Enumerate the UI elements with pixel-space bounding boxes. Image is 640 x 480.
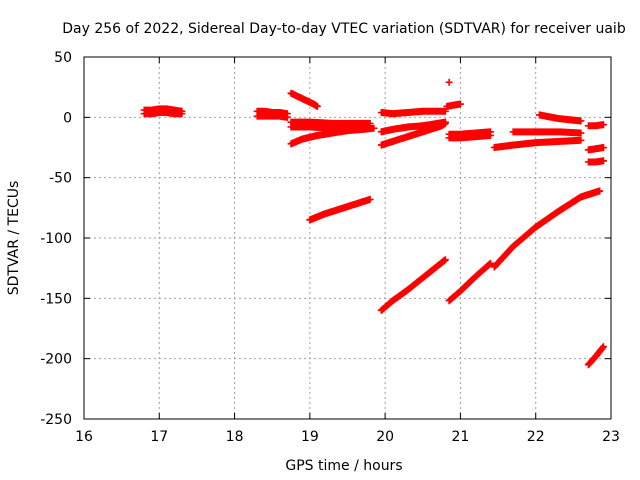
y-tick-label: -50 xyxy=(49,171,72,187)
x-axis-label: GPS time / hours xyxy=(285,458,402,474)
axis-ticks: 16 17 18 19 20 21 22 23 50 0 -50 -100 -150 -200 -250 xyxy=(40,50,620,445)
data-point-markers xyxy=(377,119,449,149)
data-point-markers xyxy=(443,100,464,110)
series-s12 xyxy=(377,119,449,149)
chart-title: Day 256 of 2022, Sidereal Day-to-day VTE… xyxy=(62,21,626,37)
data-point-markers xyxy=(584,343,607,369)
data-point-markers xyxy=(377,107,449,118)
y-tick-label: -250 xyxy=(40,412,72,428)
series-s24 xyxy=(584,144,607,154)
x-tick-label: 22 xyxy=(527,429,545,445)
series-s17 xyxy=(445,131,495,142)
x-tick-label: 19 xyxy=(301,429,319,445)
x-tick-label: 21 xyxy=(452,429,470,445)
series-s26 xyxy=(584,343,607,369)
x-tick-label: 18 xyxy=(226,429,244,445)
y-axis-label: SDTVAR / TECUs xyxy=(6,181,22,296)
series-s6 xyxy=(287,118,374,127)
series-s21 xyxy=(490,187,604,271)
series-s8 xyxy=(287,124,378,148)
data-point-markers xyxy=(490,187,604,271)
y-tick-label: -150 xyxy=(40,291,72,307)
data-point-markers xyxy=(140,109,186,118)
series-s23 xyxy=(584,121,607,130)
data-point-markers xyxy=(584,121,607,130)
data-point-markers xyxy=(445,78,453,86)
series-s15 xyxy=(445,78,453,86)
x-tick-label: 20 xyxy=(376,429,394,445)
series-s5 xyxy=(287,89,321,110)
data-point-markers xyxy=(445,259,495,305)
data-point-markers xyxy=(490,136,585,151)
data-point-markers xyxy=(445,128,495,138)
series-s22 xyxy=(535,111,585,125)
x-tick-label: 17 xyxy=(150,429,168,445)
data-point-markers xyxy=(287,118,374,127)
data-point-markers xyxy=(253,112,291,121)
data-point-markers xyxy=(377,256,449,314)
y-tick-label: -100 xyxy=(40,231,72,247)
series-s9 xyxy=(306,195,374,224)
series-s14 xyxy=(443,100,464,110)
data-point-markers xyxy=(509,128,585,137)
series-s18 xyxy=(445,259,495,305)
data-layer xyxy=(140,78,607,369)
series-s13 xyxy=(377,256,449,314)
grid xyxy=(84,57,611,419)
data-point-markers xyxy=(584,144,607,154)
series-s16 xyxy=(445,128,495,138)
data-point-markers xyxy=(535,111,585,125)
series-s19 xyxy=(490,136,585,151)
series-s10 xyxy=(377,107,449,118)
series-s25 xyxy=(584,157,607,166)
series-s2 xyxy=(140,109,186,118)
x-tick-label: 23 xyxy=(602,429,620,445)
series-s20 xyxy=(509,128,585,137)
y-tick-label: 0 xyxy=(63,110,72,126)
data-point-markers xyxy=(306,195,374,224)
series-s4 xyxy=(253,112,291,121)
y-tick-label: -200 xyxy=(40,352,72,368)
data-point-markers xyxy=(287,89,321,110)
data-point-markers xyxy=(445,131,495,142)
x-tick-label: 16 xyxy=(75,429,93,445)
data-point-markers xyxy=(584,157,607,166)
data-point-markers xyxy=(287,124,378,148)
y-tick-label: 50 xyxy=(54,50,72,66)
